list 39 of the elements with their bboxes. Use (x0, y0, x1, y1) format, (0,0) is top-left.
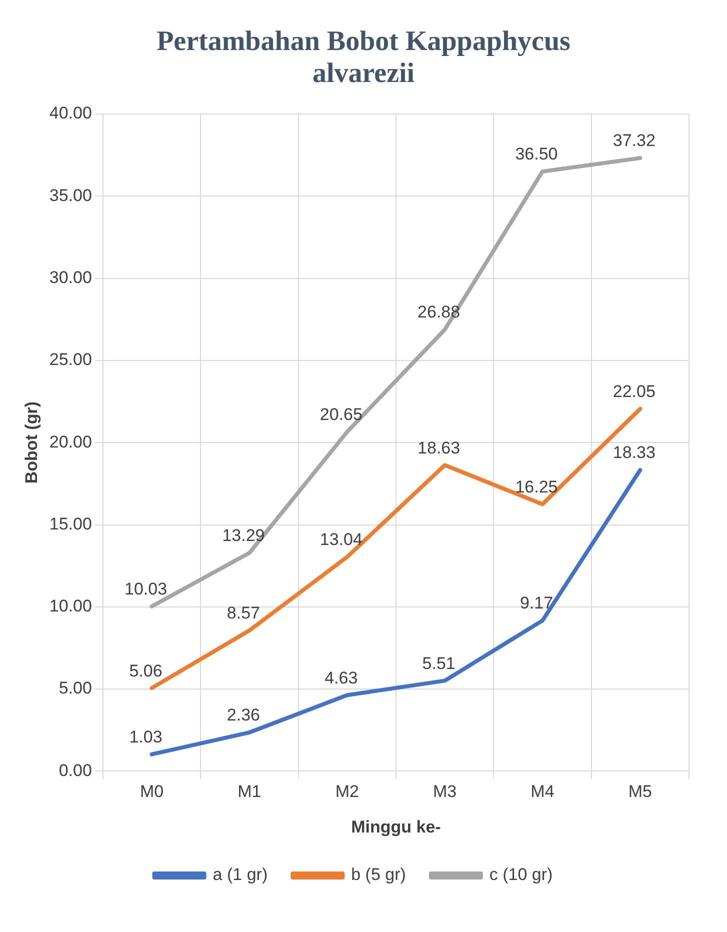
chart-title: Pertambahan Bobot Kappaphycus alvarezii (156, 25, 572, 91)
data-label: 1.03 (129, 727, 162, 746)
x-tick-label: M2 (335, 782, 359, 802)
y-tick-label: 10.00 (49, 596, 92, 616)
y-tick-label: 0.00 (58, 760, 92, 780)
data-label: 4.63 (324, 668, 358, 688)
data-label: 20.65 (320, 405, 362, 424)
legend-label: c (10 gr) (489, 865, 553, 884)
data-label: 16.25 (515, 477, 558, 496)
y-tick-label: 35.00 (49, 186, 92, 205)
data-label: 13.04 (320, 530, 362, 550)
legend-label: a (1 gr) (212, 865, 268, 884)
data-label: 5.51 (422, 654, 456, 673)
x-tick-label: M3 (432, 782, 457, 802)
data-label: 26.88 (418, 302, 460, 322)
data-label: 5.06 (129, 661, 162, 680)
data-label: 10.03 (124, 580, 168, 599)
y-tick-label: 40.00 (49, 104, 92, 123)
y-tick-label: 30.00 (49, 268, 92, 287)
data-label: 18.63 (418, 438, 460, 458)
x-tick-label: M5 (628, 782, 652, 802)
y-tick-label: 15.00 (49, 514, 92, 534)
y-tick-label: 5.00 (58, 678, 92, 698)
data-label: 2.36 (226, 706, 260, 725)
x-tick-label: M0 (140, 782, 164, 802)
data-label: 13.29 (222, 526, 265, 546)
x-tick-label: M1 (238, 782, 262, 802)
x-tick-label: M4 (530, 782, 554, 802)
x-axis-title: Minggu ke- (351, 817, 441, 836)
data-label: 8.57 (226, 604, 260, 623)
data-label: 36.50 (515, 144, 558, 164)
y-axis-title: Bobot (gr) (22, 402, 41, 484)
data-label: 22.05 (612, 382, 656, 402)
data-label: 18.33 (612, 443, 656, 462)
y-tick-label: 25.00 (49, 350, 92, 370)
legend-label: b (5 gr) (351, 865, 406, 884)
y-tick-label: 20.00 (49, 432, 92, 452)
data-label: 37.32 (612, 131, 656, 150)
data-label: 9.17 (520, 594, 554, 613)
